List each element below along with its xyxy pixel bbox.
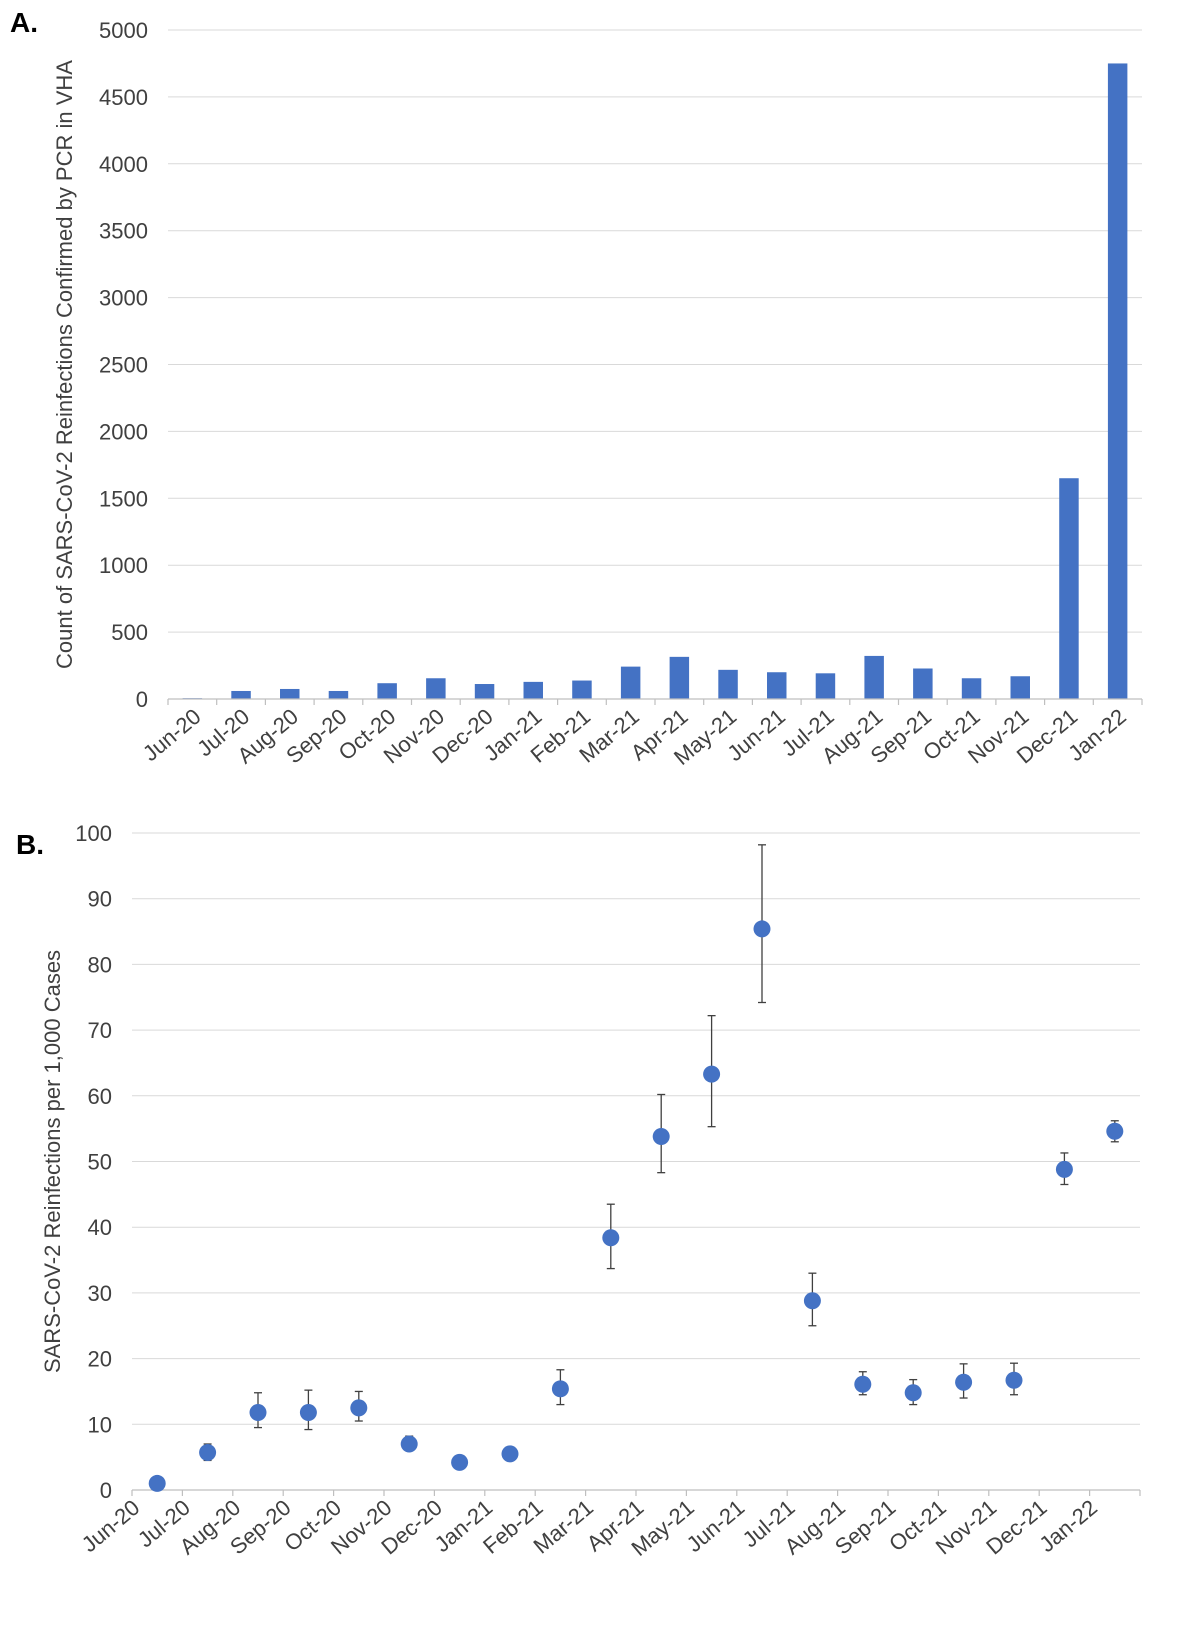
- panel-b-y-tick-label: 70: [88, 1018, 112, 1043]
- panel-b-x-tick-label: Jan-22: [1034, 1495, 1102, 1557]
- panel-a-x-tick-label: Jun-20: [138, 704, 206, 766]
- panel-b-point: [652, 1128, 670, 1146]
- panel-b-point: [199, 1444, 217, 1462]
- panel-a-bar-chart: A. 0 500 1000 1500 2000 2500 3000 3500 4000 4500 5…: [10, 7, 1143, 770]
- panel-b-point: [350, 1399, 368, 1417]
- panel-a-bar: [474, 684, 495, 699]
- panel-b-point: [249, 1403, 267, 1421]
- panel-a-y-axis-title: Count of SARS-CoV-2 Reinfections Confirm…: [52, 60, 77, 669]
- panel-a-bar: [377, 683, 397, 699]
- panel-a-y-tick-label: 4500: [99, 85, 148, 110]
- panel-a-y-tick-label: 2500: [99, 353, 148, 378]
- panel-a-bar: [767, 672, 787, 699]
- panel-a-bar: [669, 656, 690, 699]
- panel-a-y-tick-label: 2000: [99, 419, 148, 444]
- panel-b-y-tick-label: 40: [88, 1215, 112, 1240]
- panel-a-bar: [864, 655, 884, 699]
- panel-a-bar: [961, 678, 982, 699]
- panel-b-y-tick-label: 0: [100, 1478, 112, 1503]
- panel-b-point: [148, 1474, 166, 1492]
- panel-a-label: A.: [10, 7, 38, 38]
- panel-b-point: [551, 1380, 569, 1398]
- panel-a-y-tick-label: 5000: [99, 18, 148, 43]
- panel-a-bar: [523, 681, 543, 699]
- panel-a-bar: [1059, 478, 1079, 699]
- panel-b-point: [400, 1435, 418, 1453]
- panel-a-bar: [913, 668, 933, 699]
- panel-a-y-tick-label: 1000: [99, 553, 148, 578]
- panel-b-point: [1005, 1371, 1023, 1389]
- panel-b-y-tick-label: 60: [88, 1084, 112, 1109]
- panel-a-y-tick-label: 0: [136, 687, 148, 712]
- panel-b-y-axis-title: SARS-CoV-2 Reinfections per 1,000 Cases: [40, 950, 65, 1373]
- panel-a-bar: [620, 666, 641, 699]
- panel-a-bar: [280, 688, 300, 699]
- panel-b-y-tick-label: 100: [75, 821, 112, 846]
- panel-a-y-tick-label: 4000: [99, 152, 148, 177]
- panel-b-point: [451, 1453, 469, 1471]
- panel-a-bar: [1010, 676, 1030, 699]
- panel-b-y-tick-label: 10: [88, 1412, 112, 1437]
- panel-a-bar: [1107, 63, 1128, 699]
- panel-b-point: [703, 1065, 721, 1083]
- panel-b-x-tick-label: Jun-21: [682, 1495, 750, 1557]
- panel-b-label: B.: [16, 829, 44, 860]
- panel-b-y-tick-label: 90: [88, 887, 112, 912]
- panel-a-y-tick-label: 500: [111, 620, 148, 645]
- panel-b-point: [501, 1445, 519, 1463]
- panel-b-point: [602, 1229, 620, 1247]
- panel-b-y-tick-label: 80: [88, 952, 112, 977]
- panel-a-bar: [572, 680, 592, 699]
- panel-b-x-tick-label: Jun-20: [77, 1495, 145, 1557]
- panel-b-point: [299, 1403, 317, 1421]
- panel-a-bar: [426, 678, 446, 699]
- panel-b-y-tick-label: 20: [88, 1347, 112, 1372]
- panel-b-point: [1055, 1160, 1073, 1178]
- panel-b-point: [803, 1292, 821, 1310]
- panel-a-y-tick-label: 1500: [99, 486, 148, 511]
- panel-a-y-tick-label: 3000: [99, 286, 148, 311]
- panel-b-point: [904, 1384, 922, 1402]
- panel-b-point: [854, 1375, 872, 1393]
- panel-b-y-tick-label: 30: [88, 1281, 112, 1306]
- panel-b-point: [1106, 1122, 1124, 1140]
- panel-a-bar: [815, 673, 836, 699]
- panel-b-point: [955, 1373, 973, 1391]
- panel-a-bar: [328, 690, 349, 699]
- panel-b-point: [753, 920, 771, 938]
- panel-a-y-tick-label: 3500: [99, 219, 148, 244]
- panel-a-bar: [231, 690, 251, 699]
- panel-b-y-tick-label: 50: [88, 1150, 112, 1175]
- panel-a-bar: [718, 669, 738, 699]
